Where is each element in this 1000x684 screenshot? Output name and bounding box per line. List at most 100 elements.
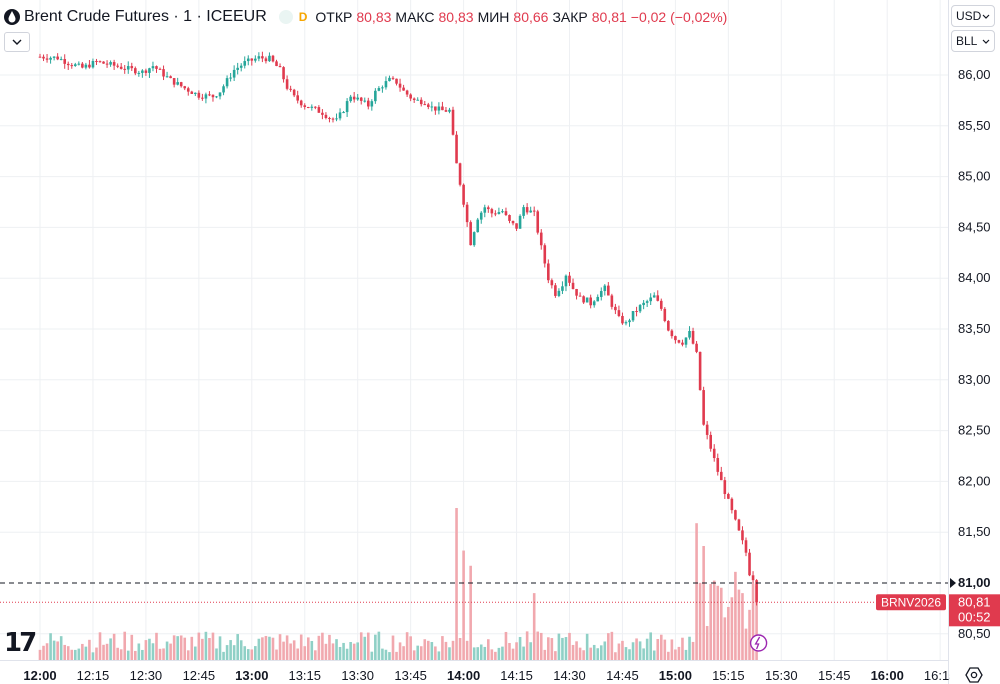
- volume-bar: [63, 644, 67, 660]
- volume-bar: [688, 636, 691, 660]
- volume-bar: [504, 631, 508, 660]
- y-tick-label: 83,00: [958, 372, 991, 387]
- volume-bar: [137, 643, 141, 660]
- candle-body: [331, 118, 335, 120]
- volume-bar: [126, 650, 130, 660]
- candle-body: [508, 215, 511, 221]
- volume-bar: [38, 649, 42, 660]
- candle-body: [314, 106, 317, 108]
- volume-bar: [335, 639, 338, 660]
- candle-body: [148, 68, 151, 73]
- candle-body: [349, 96, 352, 102]
- collapse-legend-button[interactable]: [4, 32, 30, 52]
- volume-bar: [130, 634, 134, 660]
- candle-body: [56, 56, 59, 60]
- volume-bar: [592, 644, 596, 660]
- volume-bar: [455, 508, 458, 660]
- volume-bar: [631, 642, 635, 660]
- low-value: 80,66: [513, 9, 549, 25]
- tradingview-logo[interactable]: 17: [4, 628, 37, 658]
- candle-body: [539, 232, 543, 246]
- y-tick-label: 85,00: [958, 169, 991, 184]
- candle-body: [462, 184, 465, 205]
- candle-body: [356, 97, 359, 100]
- candle-body: [751, 575, 755, 581]
- volume-bar: [430, 642, 434, 660]
- chart-legend: Brent Crude Futures · 1 · ICEEUR D ОТКР …: [4, 6, 731, 28]
- y-tick-label: 82,00: [958, 473, 991, 488]
- volume-bar: [176, 636, 179, 660]
- candle-body: [109, 62, 112, 65]
- candle-body: [194, 92, 197, 94]
- volume-bar: [285, 635, 289, 660]
- candle-body: [310, 106, 314, 108]
- volume-bar: [190, 636, 194, 660]
- candle-body: [744, 540, 748, 553]
- candle-body: [409, 94, 412, 99]
- symbol-title[interactable]: Brent Crude Futures · 1 · ICEEUR: [24, 8, 267, 25]
- unit-selector[interactable]: BLL: [951, 30, 995, 52]
- x-tick-label: 14:15: [500, 668, 533, 683]
- volume-bar: [356, 642, 359, 660]
- volume-bar: [232, 645, 236, 660]
- volume-bar: [412, 650, 416, 660]
- candle-body: [162, 69, 165, 77]
- close-label: ЗАКР: [552, 9, 588, 25]
- candle-body: [674, 336, 677, 341]
- y-tick-label: 84,50: [958, 219, 991, 234]
- volume-bar: [229, 640, 232, 660]
- time-axis[interactable]: 12:00 12:15 12:30 12:45 13:00 13:15 13:30 13:45…: [0, 660, 1000, 684]
- volume-bar: [501, 646, 504, 660]
- candle-body: [169, 76, 172, 79]
- volume-bar: [599, 645, 603, 660]
- volume-bar: [741, 593, 744, 660]
- candle-body: [275, 61, 278, 67]
- volume-bar: [589, 647, 592, 660]
- volume-bar: [479, 644, 483, 660]
- candle-body: [52, 56, 56, 58]
- volume-bar: [518, 636, 522, 660]
- gear-icon[interactable]: [965, 667, 983, 683]
- candle-body: [239, 65, 243, 68]
- candle-body: [271, 55, 275, 62]
- volume-bar: [515, 642, 518, 660]
- candle-body: [656, 295, 660, 301]
- candle-body: [377, 88, 381, 91]
- volume-bar: [183, 637, 187, 660]
- candle-body: [575, 288, 578, 296]
- volume-bar: [557, 633, 561, 660]
- candle-body: [663, 308, 667, 321]
- candle-body: [631, 311, 635, 321]
- volume-bar: [56, 641, 59, 660]
- candle-body: [246, 58, 250, 62]
- price-axis[interactable]: 86,00 85,50 85,00 84,50 84,00 83,50 83,00 82,50…: [948, 0, 1000, 684]
- candle-body: [638, 305, 642, 312]
- volume-bar: [723, 617, 727, 660]
- candle-body: [324, 114, 328, 119]
- candle-body: [610, 295, 614, 307]
- volume-bar: [109, 638, 112, 660]
- volume-bar: [427, 640, 430, 660]
- candle-body: [571, 282, 575, 289]
- volume-bar: [508, 642, 511, 660]
- volume-bar: [476, 647, 480, 660]
- volume-bar: [730, 597, 734, 660]
- candle-body: [165, 76, 169, 78]
- volume-bar: [465, 640, 469, 660]
- candle-body: [74, 64, 77, 66]
- volume-bar: [246, 649, 250, 660]
- candle-body: [589, 297, 592, 306]
- candle-body: [695, 343, 698, 352]
- currency-selector[interactable]: USD: [951, 5, 995, 27]
- volume-bar: [490, 649, 494, 660]
- candle-body: [455, 134, 458, 164]
- volume-bar: [299, 634, 303, 660]
- volume-bar: [751, 583, 755, 660]
- candle-body: [218, 92, 222, 97]
- volume-bar: [649, 632, 652, 660]
- volume-bar: [628, 649, 631, 660]
- candle-body: [557, 290, 561, 296]
- candle-body: [105, 63, 109, 65]
- candle-body: [596, 296, 600, 302]
